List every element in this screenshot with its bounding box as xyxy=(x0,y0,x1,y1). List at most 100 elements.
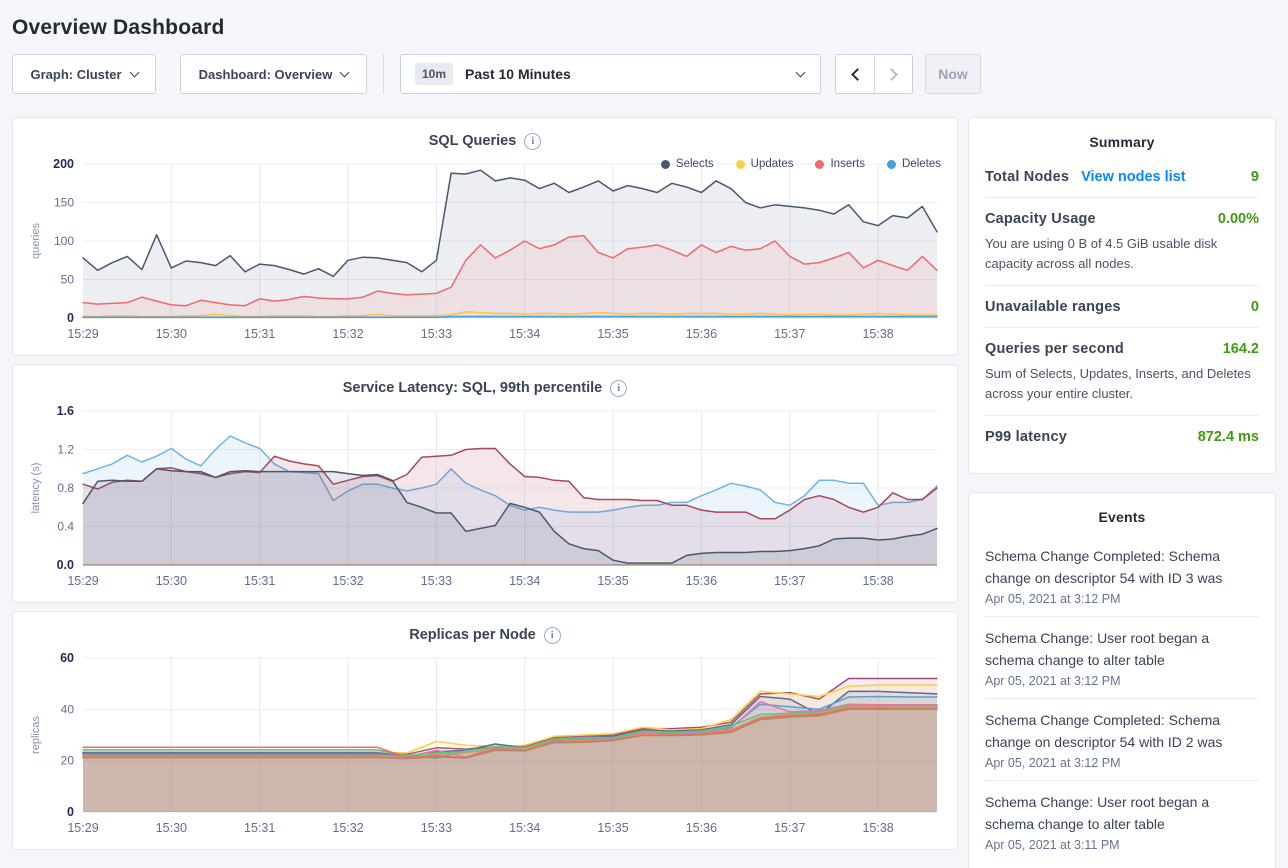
summary-item-value: 9 xyxy=(1250,169,1259,185)
replicas-per-node-chart-panel: Replicas per Node 0 20 40 60 15:29 15:30 15:31… xyxy=(12,611,958,850)
info-icon[interactable] xyxy=(610,379,628,397)
svg-text:100: 100 xyxy=(54,234,74,248)
svg-text:15:36: 15:36 xyxy=(686,821,717,835)
now-button[interactable]: Now xyxy=(925,54,981,94)
event-timestamp: Apr 05, 2021 at 3:11 PM xyxy=(985,837,1120,852)
info-icon[interactable] xyxy=(524,132,542,150)
event-timestamp: Apr 05, 2021 at 3:12 PM xyxy=(985,755,1121,770)
svg-text:50: 50 xyxy=(61,273,75,287)
view-nodes-list-link[interactable]: View nodes list xyxy=(1081,169,1186,185)
legend-dot xyxy=(815,159,825,169)
event-timestamp: Apr 05, 2021 at 3:12 PM xyxy=(985,673,1121,688)
time-step-button-group xyxy=(835,54,913,94)
svg-text:replicas: replicas xyxy=(30,716,42,754)
summary-panel: Summary Total Nodes View nodes list 9 Capac… xyxy=(968,117,1276,474)
service-latency-chart[interactable]: 0.0 0.4 0.8 1.2 1.6 15:29 15:30 15:31 15:32 15:33… xyxy=(25,401,945,598)
svg-text:1.6: 1.6 xyxy=(57,404,74,418)
event-item: Schema Change Completed: Schema change o… xyxy=(985,697,1259,780)
summary-item-label: Total Nodes xyxy=(985,169,1070,185)
summary-item-label: Capacity Usage xyxy=(985,211,1096,227)
svg-text:15:31: 15:31 xyxy=(244,574,275,588)
svg-text:60: 60 xyxy=(60,651,74,665)
legend-item-inserts: Inserts xyxy=(815,158,865,170)
svg-text:15:35: 15:35 xyxy=(597,821,628,835)
legend-dot xyxy=(735,159,745,169)
svg-text:15:30: 15:30 xyxy=(156,821,187,835)
time-step-forward-button[interactable] xyxy=(874,55,912,93)
event-text: Schema Change: User root began a schema … xyxy=(985,793,1210,832)
chevron-down-icon xyxy=(339,67,350,77)
charts-column: SQL Queries Selects Updates Inserts Deletes… xyxy=(12,117,958,850)
svg-text:15:35: 15:35 xyxy=(597,574,628,588)
svg-text:15:38: 15:38 xyxy=(862,327,893,341)
svg-text:15:33: 15:33 xyxy=(421,574,452,588)
graph-scope-dropdown[interactable]: Graph: Cluster xyxy=(12,54,156,94)
chart-plot-svg[interactable]: 0.0 0.4 0.8 1.2 1.6 15:29 15:30 15:31 15:32 15:33… xyxy=(25,401,945,593)
event-text: Schema Change Completed: Schema change o… xyxy=(985,548,1223,586)
summary-items: Total Nodes View nodes list 9 Capacity Usag… xyxy=(985,156,1259,457)
dashboard-dropdown[interactable]: Dashboard: Overview xyxy=(180,54,367,94)
svg-text:15:36: 15:36 xyxy=(686,574,717,588)
event-item: Schema Change: User root began a schema … xyxy=(985,779,1259,862)
svg-text:15:29: 15:29 xyxy=(67,327,98,341)
legend-label: Selects xyxy=(675,158,714,170)
sidebar-column: Summary Total Nodes View nodes list 9 Capac… xyxy=(968,117,1276,868)
svg-text:15:34: 15:34 xyxy=(509,821,540,835)
page-title: Overview Dashboard xyxy=(12,16,225,39)
main-layout: SQL Queries Selects Updates Inserts Deletes… xyxy=(12,117,1276,868)
chevron-left-icon xyxy=(850,67,864,81)
events-title: Events xyxy=(1098,509,1146,525)
summary-item: P99 latency 872.4 ms xyxy=(985,415,1259,457)
chevron-down-icon xyxy=(795,67,806,77)
time-step-back-button[interactable] xyxy=(836,55,874,93)
event-text: Schema Change Completed: Schema change o… xyxy=(985,711,1223,750)
summary-item-label: P99 latency xyxy=(985,429,1067,445)
info-icon[interactable] xyxy=(543,626,561,644)
time-range-dropdown[interactable]: 10m Past 10 Minutes xyxy=(400,54,821,94)
svg-text:15:32: 15:32 xyxy=(332,327,363,341)
svg-text:15:29: 15:29 xyxy=(67,821,98,835)
svg-text:15:35: 15:35 xyxy=(597,327,628,341)
svg-text:200: 200 xyxy=(53,157,74,171)
svg-text:15:37: 15:37 xyxy=(774,821,805,835)
svg-text:0: 0 xyxy=(67,311,74,325)
chart-legend: Selects Updates Inserts Deletes xyxy=(660,158,941,170)
summary-item-subtext: You are using 0 B of 4.5 GiB usable disk… xyxy=(985,236,1218,271)
svg-text:latency (s): latency (s) xyxy=(30,463,42,514)
svg-text:20: 20 xyxy=(61,754,75,768)
svg-text:15:33: 15:33 xyxy=(421,821,452,835)
toolbar-divider xyxy=(383,54,384,94)
chart-title: Replicas per Node xyxy=(409,627,536,643)
svg-text:0.8: 0.8 xyxy=(57,481,74,495)
legend-label: Updates xyxy=(750,158,794,170)
graph-scope-dropdown-label: Graph: Cluster xyxy=(30,66,122,82)
summary-item: Queries per second 164.2 Sum of Selects, U… xyxy=(985,327,1259,415)
svg-text:15:32: 15:32 xyxy=(332,574,363,588)
svg-text:15:30: 15:30 xyxy=(156,327,187,341)
svg-text:15:29: 15:29 xyxy=(67,574,98,588)
dashboard-dropdown-label: Dashboard: Overview xyxy=(198,66,333,82)
summary-item-subtext: Sum of Selects, Updates, Inserts, and De… xyxy=(985,366,1251,401)
replicas-per-node-chart[interactable]: 0 20 40 60 15:29 15:30 15:31 15:32 15:33 15:34 15:… xyxy=(25,648,945,845)
events-items: Schema Change Completed: Schema change o… xyxy=(985,535,1259,862)
summary-item-value: 872.4 ms xyxy=(1197,429,1259,445)
legend-label: Deletes xyxy=(902,158,941,170)
svg-text:15:37: 15:37 xyxy=(774,327,805,341)
event-item: Schema Change: User root began a schema … xyxy=(985,615,1259,698)
sql-queries-chart[interactable]: 0 50 100 150 200 15:29 15:30 15:31 15:32 15:33 15:… xyxy=(25,154,945,351)
svg-text:15:37: 15:37 xyxy=(774,574,805,588)
legend-dot xyxy=(887,159,896,169)
svg-text:15:38: 15:38 xyxy=(862,821,893,835)
chart-plot-svg[interactable]: 0 20 40 60 15:29 15:30 15:31 15:32 15:33 15:34 15:… xyxy=(25,648,945,840)
svg-text:150: 150 xyxy=(54,196,74,210)
svg-text:15:31: 15:31 xyxy=(244,327,275,341)
chart-plot-svg[interactable]: 0 50 100 150 200 15:29 15:30 15:31 15:32 15:33 15:… xyxy=(25,154,945,346)
svg-text:15:38: 15:38 xyxy=(862,574,893,588)
svg-text:queries: queries xyxy=(30,222,42,259)
chevron-down-icon xyxy=(129,67,139,77)
summary-item-label: Unavailable ranges xyxy=(985,299,1121,315)
summary-title: Summary xyxy=(1089,134,1155,150)
svg-text:15:34: 15:34 xyxy=(509,574,540,588)
svg-text:0.0: 0.0 xyxy=(57,558,74,572)
